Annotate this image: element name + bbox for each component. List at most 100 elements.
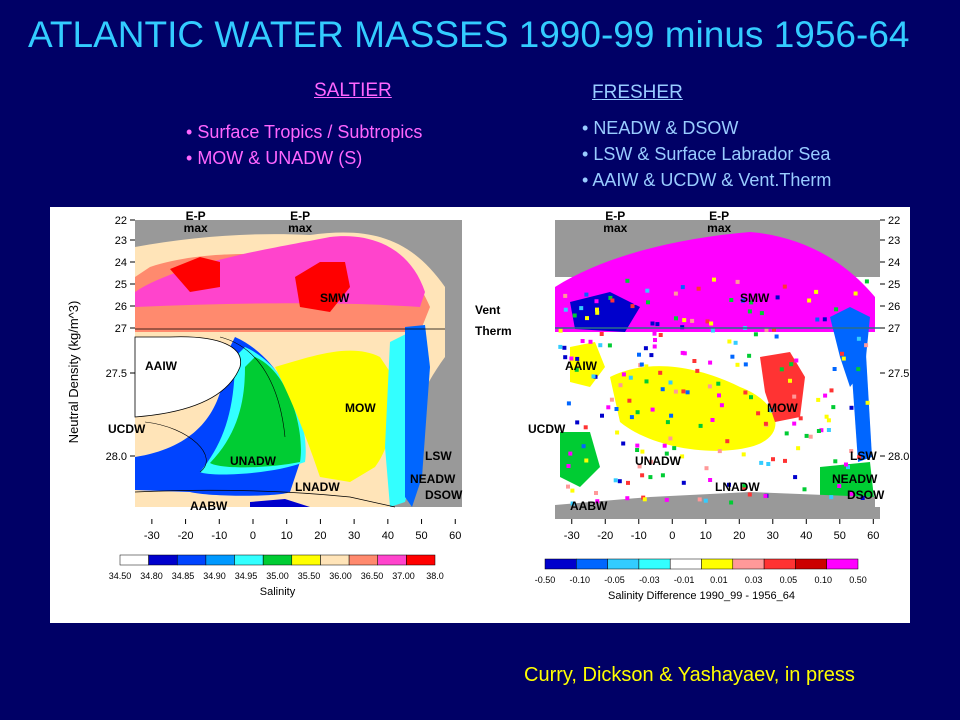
difference-speckle (668, 380, 673, 385)
x-tick-label: -10 (631, 530, 647, 542)
difference-speckle (806, 286, 811, 291)
x-tick-label: 50 (415, 530, 427, 542)
y-tick-label: 27.5 (106, 368, 127, 380)
difference-speckle (652, 344, 657, 349)
e-p-label: E-P (709, 209, 729, 223)
e-p-max-label: max (707, 221, 731, 235)
difference-speckle (621, 441, 626, 446)
y-tick-label: 28.0 (888, 451, 909, 463)
x-tick-label: 40 (382, 530, 394, 542)
difference-speckle (829, 495, 834, 500)
difference-speckle (698, 423, 703, 428)
difference-speckle (703, 498, 708, 503)
difference-speckle (725, 439, 730, 444)
difference-speckle (566, 401, 571, 406)
difference-speckle (690, 318, 695, 323)
x-tick-label: -20 (597, 530, 613, 542)
difference-speckle (621, 372, 626, 377)
difference-speckle (627, 398, 632, 403)
difference-speckle (782, 284, 787, 289)
colorbar-swatch (291, 554, 321, 566)
difference-speckle (644, 364, 649, 369)
contour-line (144, 421, 207, 473)
x-tick-label: 0 (250, 530, 256, 542)
difference-speckle (708, 478, 713, 482)
colorbar-swatch (576, 558, 608, 570)
difference-speckle (823, 393, 828, 398)
difference-speckle (673, 389, 678, 394)
water-mass-label: UNADW (230, 454, 277, 468)
colorbar-tick-label: 36.00 (329, 571, 352, 581)
difference-speckle (672, 446, 677, 451)
difference-speckle (668, 436, 673, 441)
difference-speckle (826, 418, 831, 423)
difference-speckle (600, 413, 604, 418)
difference-speckle (833, 319, 838, 324)
fresher-item: • NEADW & DSOW (582, 118, 739, 138)
difference-speckle (742, 483, 747, 488)
colorbar-tick-label: 34.90 (203, 571, 226, 581)
difference-speckle (717, 449, 722, 454)
difference-speckle (772, 301, 777, 306)
difference-speckle (591, 374, 596, 379)
difference-speckle (794, 358, 799, 363)
difference-speckle (759, 460, 764, 465)
water-mass-label: NEADW (410, 472, 456, 486)
difference-speckle (566, 484, 570, 489)
difference-speckle (833, 459, 838, 464)
y-tick-label: 23 (888, 235, 900, 247)
difference-speckle (779, 367, 784, 372)
difference-speckle (680, 350, 685, 355)
difference-speckle (662, 443, 667, 448)
difference-speckle (645, 288, 650, 293)
difference-speckle (695, 368, 700, 373)
difference-speckle (841, 356, 846, 361)
colorbar-swatch (406, 554, 436, 566)
difference-speckle (608, 295, 613, 300)
difference-speckle (747, 492, 752, 497)
x-tick-label: -30 (564, 530, 580, 542)
difference-speckle (710, 418, 715, 422)
difference-speckle (815, 317, 820, 322)
colorbar-swatch (119, 554, 149, 566)
x-tick-label: 30 (348, 530, 360, 542)
colorbar-swatch (669, 558, 702, 570)
water-mass-label: MOW (767, 401, 798, 415)
difference-speckle (634, 300, 638, 305)
difference-region (610, 366, 776, 451)
y-tick-label: 22 (888, 215, 900, 227)
x-tick-label: 20 (733, 530, 745, 542)
difference-speckle (610, 298, 615, 303)
difference-speckle (563, 307, 568, 312)
difference-speckle (658, 370, 663, 375)
difference-speckle (856, 367, 861, 372)
salinity-max-region (170, 257, 220, 292)
y-tick-label: 27.5 (888, 368, 909, 380)
difference-speckle (669, 413, 674, 418)
difference-speckle (814, 289, 819, 294)
aaiw-minimum-region (134, 336, 242, 418)
difference-speckle (792, 394, 797, 399)
difference-speckle (849, 405, 854, 410)
difference-speckle (712, 277, 716, 282)
difference-speckle (637, 352, 641, 357)
citation: Curry, Dickson & Yashayaev, in press (524, 664, 855, 686)
difference-speckle (629, 415, 634, 420)
water-mass-label: AABW (570, 499, 608, 513)
difference-colorbar: -0.50 -0.10 -0.05 -0.03 -0.01 0.01 0.03 0.05 0.1… (535, 558, 867, 602)
colorbar-tick-label: 0.10 (814, 575, 832, 585)
difference-speckle (789, 362, 794, 367)
difference-speckle (558, 344, 563, 349)
difference-speckle (860, 496, 865, 500)
salinity-region (135, 236, 425, 307)
difference-speckle (643, 346, 648, 351)
difference-speckle (771, 457, 775, 462)
colorbar-tick-label: 37.00 (392, 571, 415, 581)
colorbar-label: Salinity (260, 586, 296, 598)
water-mass-label: SMW (740, 291, 770, 305)
difference-speckle (840, 351, 844, 356)
e-p-label: E-P (186, 209, 206, 223)
difference-speckle (575, 356, 580, 361)
difference-speckle (665, 420, 670, 425)
difference-speckle (609, 397, 614, 402)
